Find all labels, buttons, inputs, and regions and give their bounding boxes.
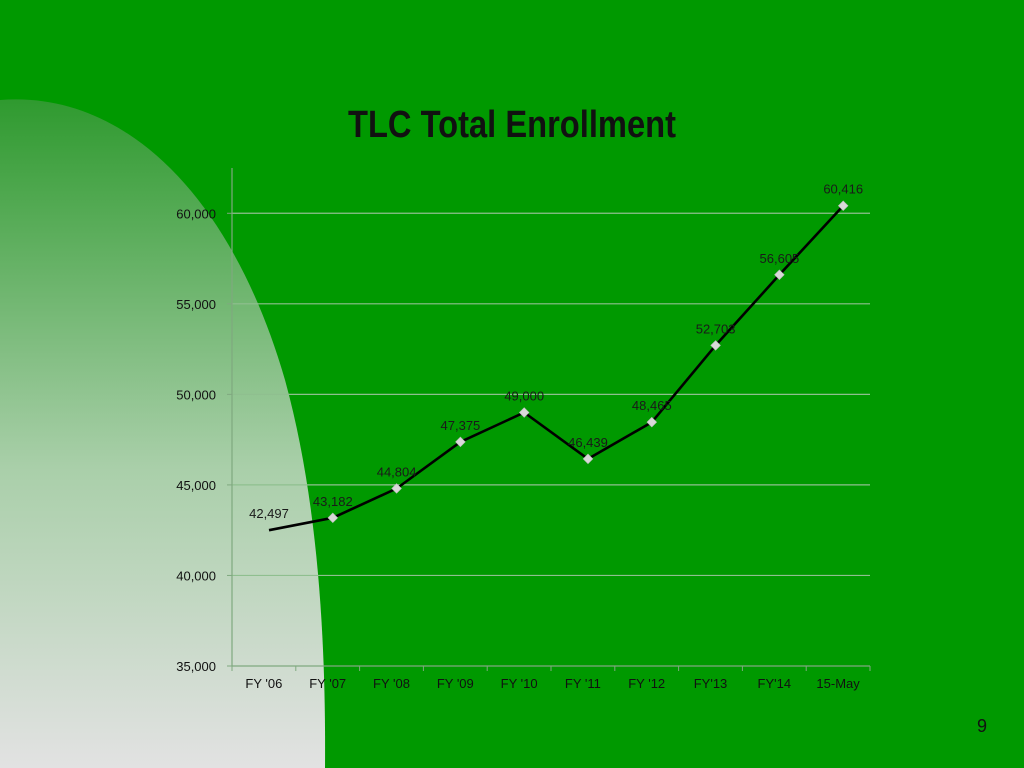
x-tick-label: FY'14 — [758, 676, 792, 691]
axes — [227, 168, 871, 671]
data-label: 48,465 — [632, 398, 672, 413]
data-point-marker — [455, 436, 466, 448]
decorative-curve-shape — [0, 99, 326, 768]
data-point-marker — [646, 416, 658, 428]
y-tick-label: 50,000 — [176, 387, 216, 402]
data-label: 49,000 — [504, 388, 544, 403]
data-label: 43,182 — [313, 494, 353, 509]
series-line — [268, 204, 845, 532]
series-enrollment — [268, 200, 849, 532]
data-point-marker — [710, 340, 721, 351]
x-tick-label: FY '09 — [437, 676, 474, 691]
gridlines — [232, 212, 870, 577]
y-tick-label: 60,000 — [176, 206, 216, 221]
x-tick-label: FY '07 — [309, 676, 346, 691]
data-point-marker — [774, 269, 785, 280]
data-point-marker — [391, 483, 402, 494]
data-labels: 42,497 43,182 44,804 47,375 49,000 46,439 48,4… — [249, 182, 863, 521]
x-tick-label: FY '06 — [245, 676, 282, 691]
x-tick-label: FY '08 — [373, 676, 410, 691]
y-tick-labels: 35,000 40,000 45,000 50,000 55,000 60,000 — [176, 206, 216, 674]
x-tick-labels: FY '06 FY '07 FY '08 FY '09 FY '10 FY '11 FY '… — [245, 676, 860, 691]
y-tick-label: 40,000 — [176, 568, 216, 583]
data-label: 47,375 — [441, 418, 481, 433]
data-point-marker — [327, 512, 339, 524]
data-label: 42,497 — [249, 506, 289, 521]
x-tick-label: FY'13 — [694, 676, 728, 691]
y-tick-label: 45,000 — [176, 478, 216, 493]
page-number: 9 — [976, 716, 987, 736]
data-point-marker — [582, 453, 594, 465]
chart-title: TLC Total Enrollment — [347, 104, 677, 146]
x-tick-label: FY '11 — [565, 676, 601, 691]
data-label: 56,605 — [760, 251, 800, 266]
x-tick-label: FY '12 — [628, 676, 665, 691]
y-tick-label: 55,000 — [176, 297, 216, 312]
data-label: 52,703 — [696, 321, 736, 336]
data-point-marker — [837, 200, 849, 211]
y-tick-label: 35,000 — [176, 659, 216, 674]
x-tick-label: 15-May — [816, 676, 860, 691]
data-label: 60,416 — [823, 182, 863, 197]
data-label: 46,439 — [568, 435, 608, 450]
data-point-marker — [518, 407, 530, 418]
x-tick-label: FY '10 — [501, 676, 538, 691]
data-label: 44,804 — [377, 464, 417, 479]
